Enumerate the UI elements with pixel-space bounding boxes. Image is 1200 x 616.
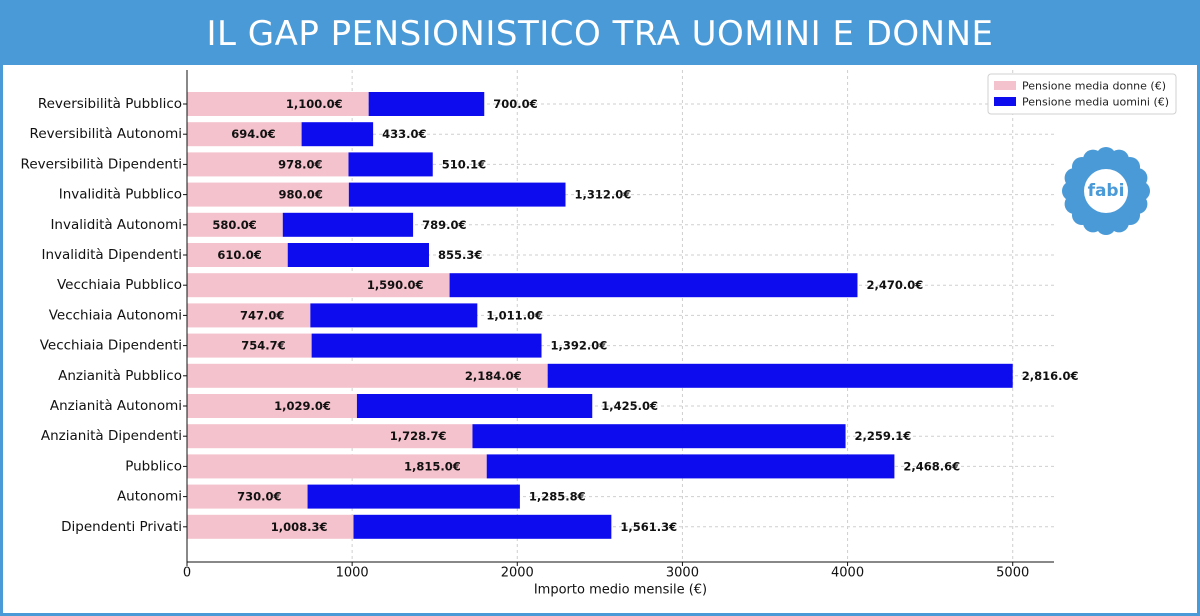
data-label-women: 1,815.0€ xyxy=(404,459,461,473)
flower-logo-icon: fabi xyxy=(1062,147,1150,235)
data-label-men: 1,312.0€ xyxy=(575,188,632,202)
bar-women xyxy=(187,514,354,539)
title-banner: IL GAP PENSIONISTICO TRA UOMINI E DONNE xyxy=(3,3,1197,65)
data-label-women: 980.0€ xyxy=(278,188,322,202)
bar-men xyxy=(307,484,520,509)
y-tick-label: Anzianità Pubblico xyxy=(58,368,182,384)
data-label-men: 2,816.0€ xyxy=(1022,369,1079,383)
data-label-women: 978.0€ xyxy=(278,157,322,171)
bar-men xyxy=(348,152,433,177)
data-label-men: 510.1€ xyxy=(442,157,486,171)
y-tick-label: Pubblico xyxy=(125,458,182,474)
data-label-women: 1,008.3€ xyxy=(271,520,328,534)
bar-men xyxy=(287,243,429,267)
data-label-women: 730.0€ xyxy=(237,490,281,504)
data-label-women: 754.7€ xyxy=(241,339,285,353)
x-tick-label: 2000 xyxy=(501,566,534,581)
bar-men xyxy=(472,424,846,449)
y-tick-label: Vecchiaia Autonomi xyxy=(49,307,182,323)
legend xyxy=(987,73,1177,115)
y-tick-label: Vecchiaia Dipendenti xyxy=(40,338,182,354)
data-label-women: 1,590.0€ xyxy=(367,278,424,292)
y-tick-label: Reversibilità Dipendenti xyxy=(21,156,182,172)
bar-women xyxy=(187,394,357,418)
bar-men xyxy=(449,273,858,298)
y-tick-label: Invalidità Autonomi xyxy=(50,217,182,233)
y-tick-label: Reversibilità Pubblico xyxy=(38,96,182,112)
y-tick-label: Invalidità Dipendenti xyxy=(41,247,182,263)
data-label-men: 2,259.1€ xyxy=(855,429,912,443)
y-tick-label: Anzianità Autonomi xyxy=(50,398,182,414)
bar-men xyxy=(310,303,478,328)
data-label-men: 433.0€ xyxy=(382,127,426,141)
legend-swatch-women xyxy=(994,81,1016,90)
bar-men xyxy=(368,92,485,116)
data-label-women: 694.0€ xyxy=(231,127,275,141)
x-tick-label: 4000 xyxy=(831,566,864,581)
y-tick-label: Dipendenti Privati xyxy=(61,519,182,535)
bar-women xyxy=(187,424,473,449)
data-label-women: 747.0€ xyxy=(240,308,284,322)
bar-men xyxy=(311,333,542,358)
bar-women xyxy=(187,363,548,388)
data-label-men: 789.0€ xyxy=(422,218,466,232)
data-label-women: 2,184.0€ xyxy=(465,369,522,383)
data-label-women: 610.0€ xyxy=(217,248,261,262)
y-tick-label: Autonomi xyxy=(117,489,182,505)
chart-title: IL GAP PENSIONISTICO TRA UOMINI E DONNE xyxy=(206,14,994,54)
logo-inner xyxy=(1084,169,1128,213)
data-label-men: 1,425.0€ xyxy=(601,399,658,413)
x-tick-label: 3000 xyxy=(666,566,699,581)
x-tick-label: 5000 xyxy=(996,566,1029,581)
bar-men xyxy=(356,394,593,418)
bar-women xyxy=(187,333,312,358)
bar-women xyxy=(187,212,283,237)
bar-women xyxy=(187,273,450,298)
y-tick-label: Invalidità Pubblico xyxy=(59,187,182,203)
bar-men xyxy=(282,212,414,237)
legend-label-men: Pensione media uomini (€) xyxy=(1022,96,1169,109)
legend-label-women: Pensione media donne (€) xyxy=(1022,80,1166,93)
bar-women xyxy=(187,454,487,479)
bar-men xyxy=(547,363,1013,388)
data-label-women: 580.0€ xyxy=(212,218,256,232)
data-label-men: 1,561.3€ xyxy=(620,520,677,534)
y-tick-label: Vecchiaia Pubblico xyxy=(57,277,182,293)
bar-women xyxy=(187,122,302,147)
data-label-men: 855.3€ xyxy=(438,248,482,262)
bar-women xyxy=(187,152,349,177)
x-tick-label: 0 xyxy=(183,566,191,581)
bar-women xyxy=(187,243,288,267)
legend-swatch-men xyxy=(994,97,1016,106)
data-label-women: 1,100.0€ xyxy=(286,97,343,111)
x-tick-label: 1000 xyxy=(336,566,369,581)
data-label-men: 2,468.6€ xyxy=(903,459,960,473)
bar-men xyxy=(301,122,374,147)
bar-men xyxy=(353,514,612,539)
data-label-men: 2,470.0€ xyxy=(866,278,923,292)
bar-women xyxy=(187,303,311,328)
data-label-men: 1,392.0€ xyxy=(551,339,608,353)
bar-women xyxy=(187,182,349,207)
bar-women xyxy=(187,484,308,509)
bar-women xyxy=(187,92,369,116)
logo-text: fabi xyxy=(1088,181,1125,201)
data-label-women: 1,029.0€ xyxy=(274,399,331,413)
bar-men xyxy=(486,454,895,479)
data-label-men: 1,285.8€ xyxy=(529,490,586,504)
y-tick-label: Reversibilità Autonomi xyxy=(30,126,182,142)
data-label-men: 1,011.0€ xyxy=(486,308,543,322)
data-label-women: 1,728.7€ xyxy=(390,429,447,443)
y-tick-label: Anzianità Dipendenti xyxy=(41,428,182,444)
x-axis-label: Importo medio mensile (€) xyxy=(534,583,707,598)
data-label-men: 700.0€ xyxy=(493,97,537,111)
bar-men xyxy=(348,182,566,207)
